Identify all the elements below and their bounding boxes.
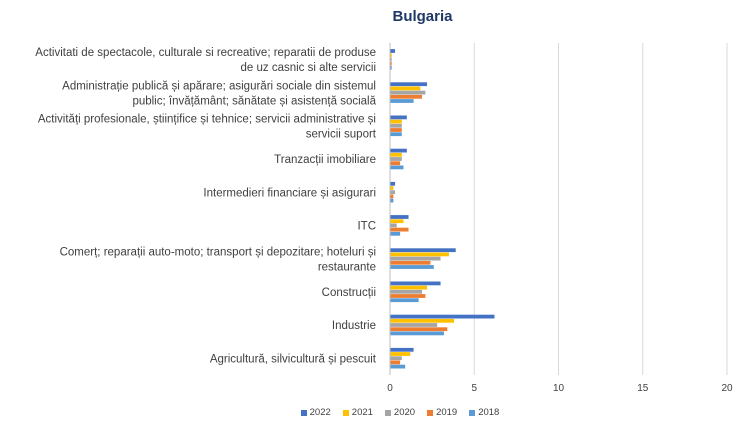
bar-2022-2 — [390, 115, 407, 120]
bar-2019-0 — [390, 61, 392, 66]
legend-label: 2020 — [393, 407, 416, 418]
category-label: public; învățământ; sănătate și asistenț… — [132, 95, 376, 107]
category-label: restaurante — [318, 261, 376, 273]
x-tick-label: 0 — [387, 383, 393, 394]
chart-title: Bulgaria — [392, 8, 453, 25]
bar-2022-1 — [390, 82, 428, 87]
bar-2019-6 — [390, 260, 431, 265]
bar-2020-7 — [390, 289, 423, 294]
legend-label: 2022 — [309, 407, 331, 418]
legend-swatch — [342, 409, 349, 416]
bar-2022-5 — [390, 215, 409, 219]
bar-2018-8 — [390, 331, 444, 336]
legend-label: 2019 — [436, 407, 458, 418]
bar-2019-7 — [390, 294, 426, 298]
x-tick-label: 20 — [721, 383, 733, 394]
legend-item-2018: 2018 — [469, 407, 499, 418]
x-tick-label: 10 — [553, 383, 565, 394]
bar-2018-0 — [390, 65, 392, 70]
category-label: servicii suport — [306, 129, 377, 141]
bar-2021-9 — [390, 352, 411, 356]
bar-2022-0 — [390, 49, 396, 53]
bar-2021-5 — [390, 219, 404, 224]
bar-2020-8 — [390, 323, 438, 327]
category-label: Industrie — [332, 320, 376, 332]
legend-item-2021: 2021 — [342, 407, 373, 418]
bar-2022-6 — [390, 248, 456, 253]
category-label: Activitati de spectacole, culturale si r… — [35, 47, 376, 59]
bar-2020-4 — [390, 190, 396, 195]
bar-2020-5 — [390, 223, 397, 228]
bar-2018-5 — [390, 231, 401, 236]
category-label: de uz casnic si alte servicii — [241, 62, 377, 74]
bar-2018-6 — [390, 265, 434, 269]
bar-2018-4 — [390, 198, 394, 203]
bar-2021-0 — [390, 53, 392, 58]
bar-2021-2 — [390, 119, 402, 124]
bar-2021-3 — [390, 152, 402, 157]
category-label: Activități profesionale, științifice și … — [38, 114, 376, 126]
bar-2019-8 — [390, 327, 448, 332]
bar-2018-1 — [390, 99, 414, 103]
bar-2020-1 — [390, 90, 426, 95]
bar-2018-7 — [390, 298, 419, 303]
bar-2021-7 — [390, 285, 428, 290]
bar-2021-6 — [390, 252, 449, 257]
bar-2020-3 — [390, 157, 402, 161]
bar-2022-9 — [390, 347, 414, 352]
bar-2019-9 — [390, 360, 401, 365]
bar-2022-7 — [390, 281, 441, 286]
bar-2019-5 — [390, 227, 409, 232]
bar-2018-9 — [390, 364, 406, 369]
bar-2019-1 — [390, 94, 423, 99]
bar-2019-3 — [390, 161, 401, 166]
bar-2020-2 — [390, 123, 402, 128]
bar-2022-8 — [390, 314, 495, 319]
bar-2021-1 — [390, 86, 421, 91]
bar-2020-9 — [390, 356, 402, 361]
legend-item-2019: 2019 — [427, 407, 457, 418]
legend-swatch — [300, 409, 307, 416]
bar-2022-3 — [390, 148, 407, 153]
legend-label: 2021 — [351, 407, 373, 418]
legend: 2022 2021 2020 2019 2018 — [0, 407, 747, 418]
legend-swatch — [384, 409, 391, 416]
category-label: Intermedieri financiare și asigurari — [203, 187, 376, 199]
bar-2019-4 — [390, 194, 394, 199]
legend-swatch — [469, 409, 476, 416]
legend-item-2022: 2022 — [300, 407, 331, 418]
x-tick-label: 5 — [471, 383, 477, 394]
bar-2021-4 — [390, 186, 394, 190]
category-label: Construcții — [322, 287, 376, 299]
x-tick-label: 15 — [637, 383, 649, 394]
bar-2020-6 — [390, 256, 441, 261]
category-label: Administrație publică și apărare; asigur… — [62, 80, 376, 92]
bar-2022-4 — [390, 181, 396, 186]
category-label: Comerț; reparații auto-moto; transport ș… — [60, 246, 376, 258]
category-label: Tranzacții imobiliare — [274, 154, 376, 166]
legend-item-2020: 2020 — [384, 407, 416, 418]
category-label: ITC — [357, 221, 376, 233]
bar-2018-3 — [390, 165, 404, 170]
bar-2020-0 — [390, 57, 392, 62]
category-label: Agricultură, silvicultură și pescuit — [210, 353, 377, 365]
legend-swatch — [427, 409, 434, 416]
bar-2018-2 — [390, 132, 402, 137]
bar-2019-2 — [390, 128, 402, 132]
legend-label: 2018 — [478, 407, 500, 418]
bar-2021-8 — [390, 318, 455, 323]
